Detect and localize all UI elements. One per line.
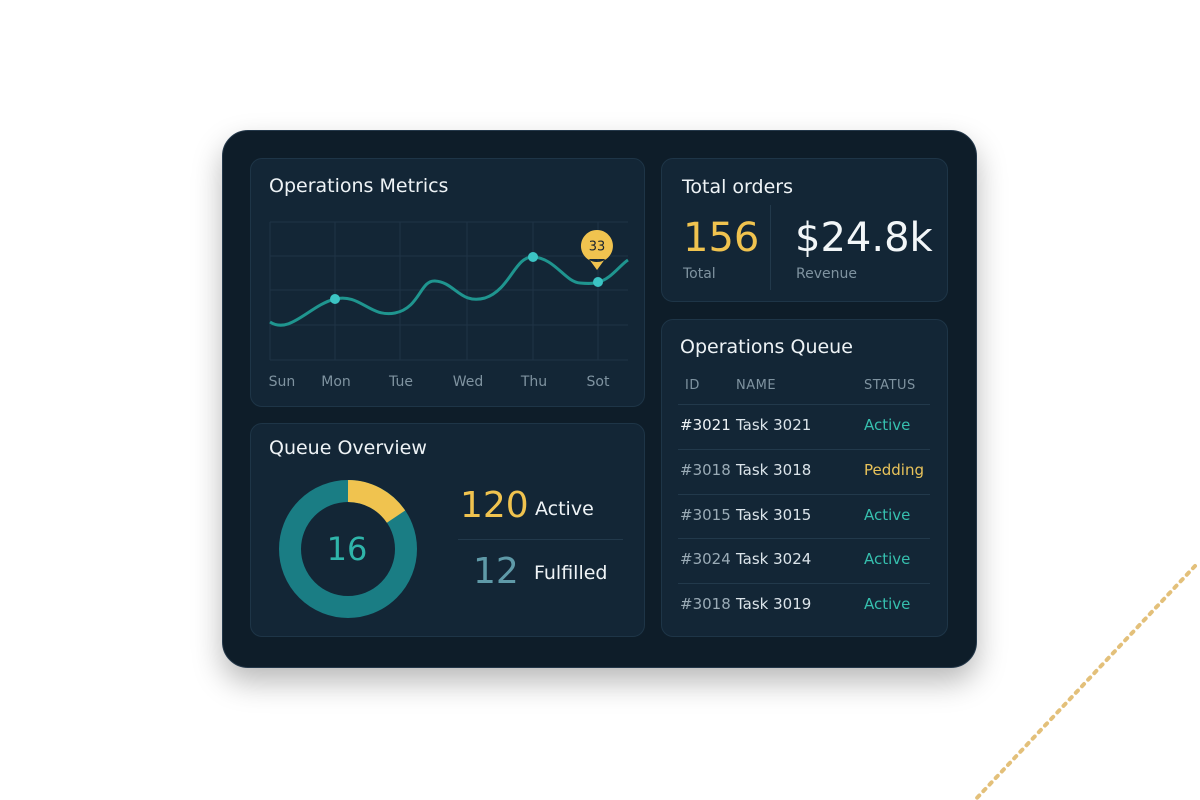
grid	[269, 221, 628, 361]
queue-cell: Task 3019	[736, 595, 812, 613]
callout-label: 33	[589, 240, 606, 255]
queue-cell: Active	[864, 505, 911, 524]
row-divider	[678, 583, 930, 584]
point	[593, 277, 603, 287]
orders-panel	[661, 158, 948, 302]
active-label: Active	[535, 498, 594, 520]
point	[330, 294, 340, 304]
queue-cell: Pedding	[864, 460, 924, 479]
total-value: 156	[683, 215, 760, 261]
queue-cell: Task 3021	[736, 416, 812, 434]
day-label: Wed	[453, 374, 484, 390]
queue-cell: #3018	[680, 595, 731, 613]
queue-cell: #3024	[680, 550, 731, 569]
divider	[458, 539, 623, 540]
callout-bubble	[580, 230, 613, 270]
row-divider	[678, 538, 930, 540]
queue-cell: Active	[864, 595, 911, 613]
queue-cell: Active	[864, 416, 911, 434]
row-divider	[678, 448, 930, 450]
col-header: NAME	[736, 378, 777, 393]
col-header: ID	[685, 378, 700, 393]
day-label: Mon	[321, 374, 351, 390]
total-label: Total	[683, 266, 716, 282]
active-value: 120	[460, 485, 529, 526]
revenue-value: $24.8k	[795, 215, 933, 261]
queue-title: Operations Queue	[680, 336, 853, 358]
queue-cell: Task 3015	[736, 505, 812, 524]
donut-center: 16	[327, 530, 368, 568]
queue-panel	[661, 319, 948, 637]
point	[528, 252, 538, 262]
overview-title: Queue Overview	[269, 437, 427, 459]
queue-cell: Task 3018	[736, 460, 812, 479]
queue-cell: Task 3024	[736, 550, 812, 569]
row-divider	[678, 493, 930, 495]
dotted-line	[973, 564, 1197, 800]
col-header: STATUS	[864, 378, 916, 393]
day-label: Thu	[520, 374, 547, 390]
queue-cell: #3018	[680, 460, 731, 479]
fulfilled-value: 12	[473, 551, 519, 592]
metrics-title: Operations Metrics	[269, 175, 449, 197]
day-label: Sun	[269, 374, 296, 390]
donut-segment	[347, 480, 406, 524]
row-divider	[678, 404, 930, 405]
queue-cell: #3021	[680, 416, 731, 434]
divider	[770, 205, 771, 290]
queue-cell: #3015	[680, 505, 731, 524]
queue-cell: Active	[864, 550, 911, 569]
day-label: Tue	[388, 374, 413, 390]
day-label: Sot	[587, 374, 610, 390]
revenue-label: Revenue	[796, 266, 857, 282]
orders-title: Total orders	[682, 176, 793, 198]
fulfilled-label: Fulfilled	[534, 562, 608, 584]
